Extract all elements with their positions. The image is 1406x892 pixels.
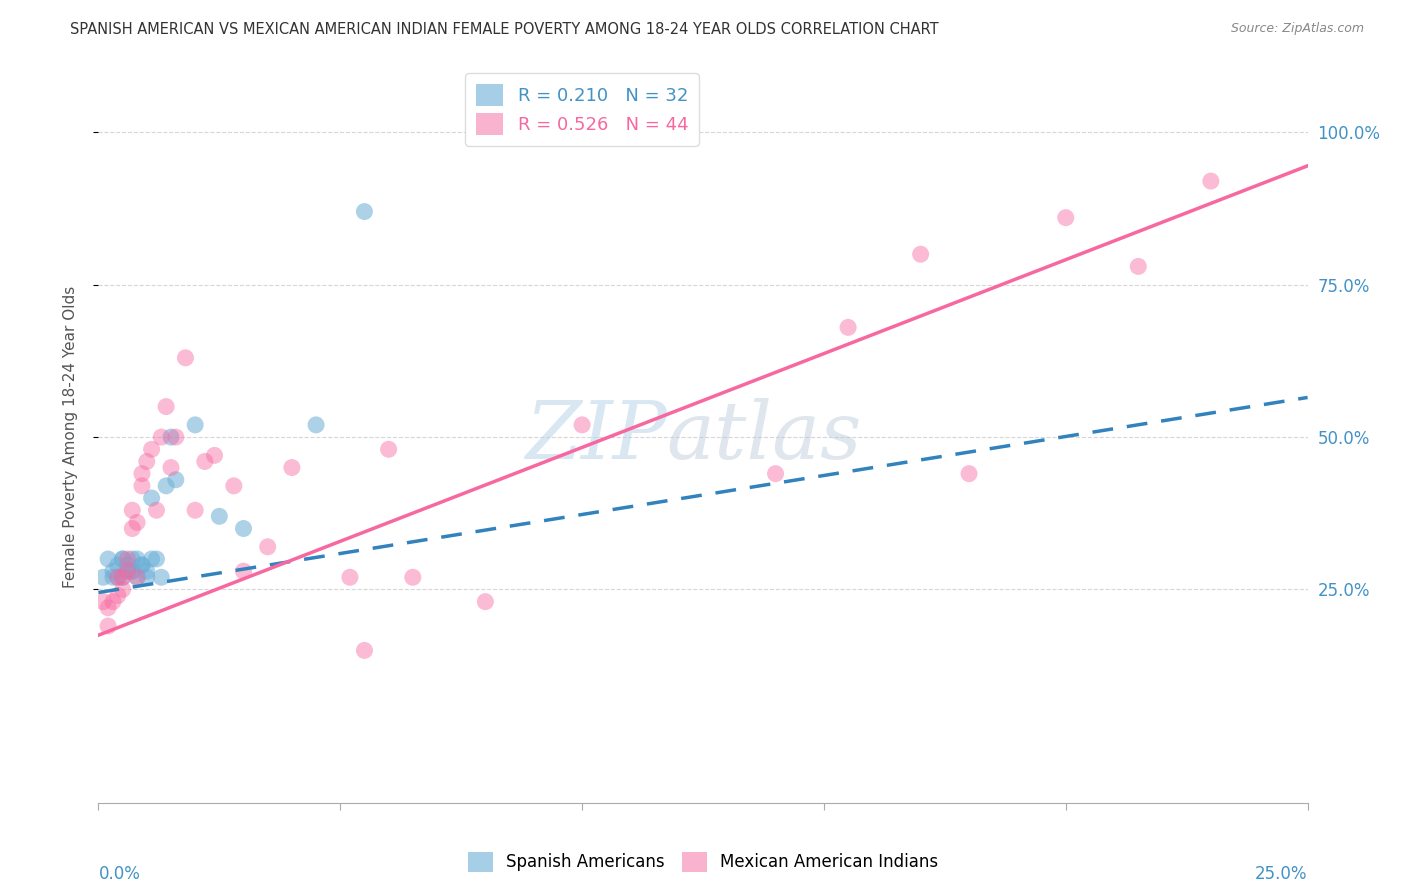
Text: SPANISH AMERICAN VS MEXICAN AMERICAN INDIAN FEMALE POVERTY AMONG 18-24 YEAR OLDS: SPANISH AMERICAN VS MEXICAN AMERICAN IND… (70, 22, 939, 37)
Point (184, 417, 207, 432)
Point (165, 473, 187, 487)
Point (208, 509, 231, 524)
Point (194, 454, 217, 468)
Point (141, 442, 163, 457)
Point (377, 442, 399, 457)
Point (155, 400, 177, 414)
Point (232, 564, 254, 578)
Point (97, 600, 120, 615)
Point (131, 558, 153, 573)
Point (111, 552, 134, 566)
Point (121, 503, 143, 517)
Legend: Spanish Americans, Mexican American Indians: Spanish Americans, Mexican American Indi… (461, 845, 945, 879)
Point (402, 570, 425, 584)
Point (184, 503, 207, 517)
Point (474, 594, 496, 608)
Point (101, 570, 124, 584)
Point (150, 430, 173, 444)
Point (111, 582, 134, 597)
Point (339, 570, 361, 584)
Point (1128, 260, 1150, 274)
Point (121, 552, 143, 566)
Point (131, 467, 153, 481)
Point (117, 552, 139, 566)
Point (91, 594, 114, 608)
Point (121, 564, 143, 578)
Point (353, 204, 375, 219)
Point (127, 570, 149, 584)
Text: 25.0%: 25.0% (1256, 865, 1308, 883)
Point (232, 521, 254, 535)
Point (97, 619, 120, 633)
Point (101, 564, 124, 578)
Point (127, 516, 149, 530)
Point (107, 570, 129, 584)
Point (353, 643, 375, 657)
Point (107, 589, 129, 603)
Point (135, 454, 157, 468)
Text: 0.0%: 0.0% (98, 865, 141, 883)
Point (150, 570, 173, 584)
Point (281, 460, 304, 475)
Point (256, 540, 278, 554)
Point (117, 564, 139, 578)
Point (131, 479, 153, 493)
Point (155, 479, 177, 493)
Point (107, 570, 129, 584)
Point (141, 491, 163, 505)
Point (135, 570, 157, 584)
Point (127, 570, 149, 584)
Point (111, 552, 134, 566)
Point (111, 570, 134, 584)
Point (174, 351, 197, 365)
Text: ZIP: ZIP (524, 399, 666, 475)
Point (1199, 174, 1222, 188)
Point (165, 430, 187, 444)
Point (111, 570, 134, 584)
Point (121, 564, 143, 578)
Point (91, 570, 114, 584)
Point (204, 449, 226, 463)
Point (97, 552, 120, 566)
Y-axis label: Female Poverty Among 18-24 Year Olds: Female Poverty Among 18-24 Year Olds (63, 286, 77, 588)
Point (957, 467, 980, 481)
Point (910, 247, 932, 261)
Point (117, 564, 139, 578)
Point (305, 417, 328, 432)
Point (131, 558, 153, 573)
Point (145, 552, 167, 566)
Point (1054, 211, 1077, 225)
Point (571, 417, 593, 432)
Point (222, 479, 245, 493)
Text: Source: ZipAtlas.com: Source: ZipAtlas.com (1230, 22, 1364, 36)
Point (135, 564, 157, 578)
Point (145, 503, 167, 517)
Point (121, 521, 143, 535)
Point (141, 552, 163, 566)
Text: atlas: atlas (666, 399, 862, 475)
Point (101, 594, 124, 608)
Point (765, 467, 787, 481)
Point (160, 430, 183, 444)
Point (127, 552, 149, 566)
Point (837, 320, 859, 334)
Point (160, 460, 183, 475)
Point (117, 558, 139, 573)
Point (107, 558, 129, 573)
